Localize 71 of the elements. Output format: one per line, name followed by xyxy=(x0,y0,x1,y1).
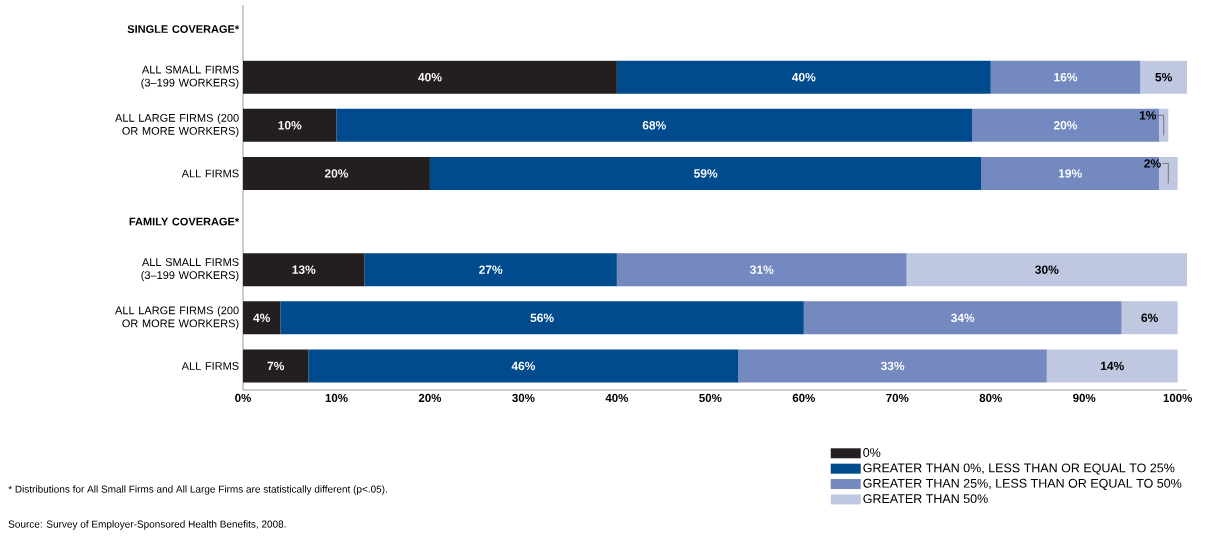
x-tick-label: 90% xyxy=(1073,393,1096,403)
bar xyxy=(308,349,739,383)
data-label: 34% xyxy=(950,313,975,323)
y-tick-label: ALL FIRMS xyxy=(181,169,239,178)
y-tick-label: SINGLE COVERAGE* xyxy=(127,25,240,33)
bar xyxy=(336,108,973,142)
data-label: 6% xyxy=(1141,313,1158,323)
legend-label: GREATER THAN 50% xyxy=(863,494,988,504)
data-label: 14% xyxy=(1100,361,1124,371)
legend-label: GREATER THAN 25%, LESS THAN OR EQUAL TO 50% xyxy=(863,478,1182,490)
y-tick-label: ALL SMALL FIRMS (3–199 WORKERS) xyxy=(141,65,239,89)
data-label: 59% xyxy=(694,169,718,178)
y-tick-label: ALL LARGE FIRMS (200 OR MORE WORKERS) xyxy=(115,113,239,137)
data-label: 5% xyxy=(1155,72,1172,82)
data-label: 31% xyxy=(750,265,774,274)
x-tick-label: 30% xyxy=(512,393,535,403)
x-tick-label: 70% xyxy=(886,393,909,403)
bar xyxy=(243,108,337,142)
bar xyxy=(243,60,617,94)
bar xyxy=(616,253,907,287)
x-tick-label: 80% xyxy=(979,393,1002,403)
bar xyxy=(364,253,617,287)
bar xyxy=(1046,349,1178,383)
data-label: 16% xyxy=(1054,72,1078,82)
bar xyxy=(972,108,1159,142)
data-label: 7% xyxy=(267,361,285,371)
y-tick-label: ALL FIRMS xyxy=(181,362,239,370)
bar xyxy=(906,253,1188,287)
legend-label: 0% xyxy=(863,448,881,457)
x-tick-label: 50% xyxy=(699,393,722,403)
data-label: 1% xyxy=(1139,111,1157,120)
data-label: 68% xyxy=(642,121,666,130)
data-label: 46% xyxy=(511,361,536,371)
y-tick-label: ALL LARGE FIRMS (200 OR MORE WORKERS) xyxy=(115,306,239,330)
x-tick-label: 10% xyxy=(325,393,348,403)
data-label: 30% xyxy=(1035,265,1059,274)
data-label: 40% xyxy=(418,72,442,82)
data-label: 13% xyxy=(292,265,316,274)
bar xyxy=(280,301,804,335)
y-tick-label: FAMILY COVERAGE* xyxy=(129,217,240,226)
y-tick-label: ALL SMALL FIRMS (3–199 WORKERS) xyxy=(141,258,239,282)
data-label: 10% xyxy=(278,121,302,130)
x-tick-label: 0% xyxy=(235,393,251,403)
bar xyxy=(243,156,430,190)
bar xyxy=(1121,301,1178,335)
data-label: 19% xyxy=(1058,169,1082,178)
data-label: 33% xyxy=(880,361,905,371)
data-label: 20% xyxy=(1053,121,1078,130)
bar xyxy=(616,60,991,94)
legend-label: GREATER THAN 0%, LESS THAN OR EQUAL TO 25% xyxy=(863,463,1175,475)
bar xyxy=(981,156,1159,190)
x-tick-label: 100% xyxy=(1163,393,1193,403)
x-tick-label: 20% xyxy=(418,393,442,403)
bar xyxy=(738,349,1047,383)
data-label: 40% xyxy=(791,72,816,82)
data-label: 27% xyxy=(479,265,503,274)
data-label: 56% xyxy=(530,313,554,323)
source-note: Source: Survey of Employer-Sponsored Health Benefits, 2008. xyxy=(8,520,286,530)
bar xyxy=(243,349,309,383)
x-tick-label: 60% xyxy=(792,393,815,403)
data-label: 20% xyxy=(324,169,349,178)
x-tick-label: 40% xyxy=(605,393,629,403)
bar xyxy=(429,156,982,190)
bar xyxy=(243,253,365,287)
data-label: 2% xyxy=(1144,159,1161,168)
bar xyxy=(1140,60,1188,94)
bar xyxy=(243,301,281,335)
bar xyxy=(990,60,1141,94)
text: * Distributions for All Small Firms and All Large Firms are statistically different (p<.05). xyxy=(8,485,387,495)
bar xyxy=(803,301,1122,335)
data-label: 4% xyxy=(253,313,271,323)
